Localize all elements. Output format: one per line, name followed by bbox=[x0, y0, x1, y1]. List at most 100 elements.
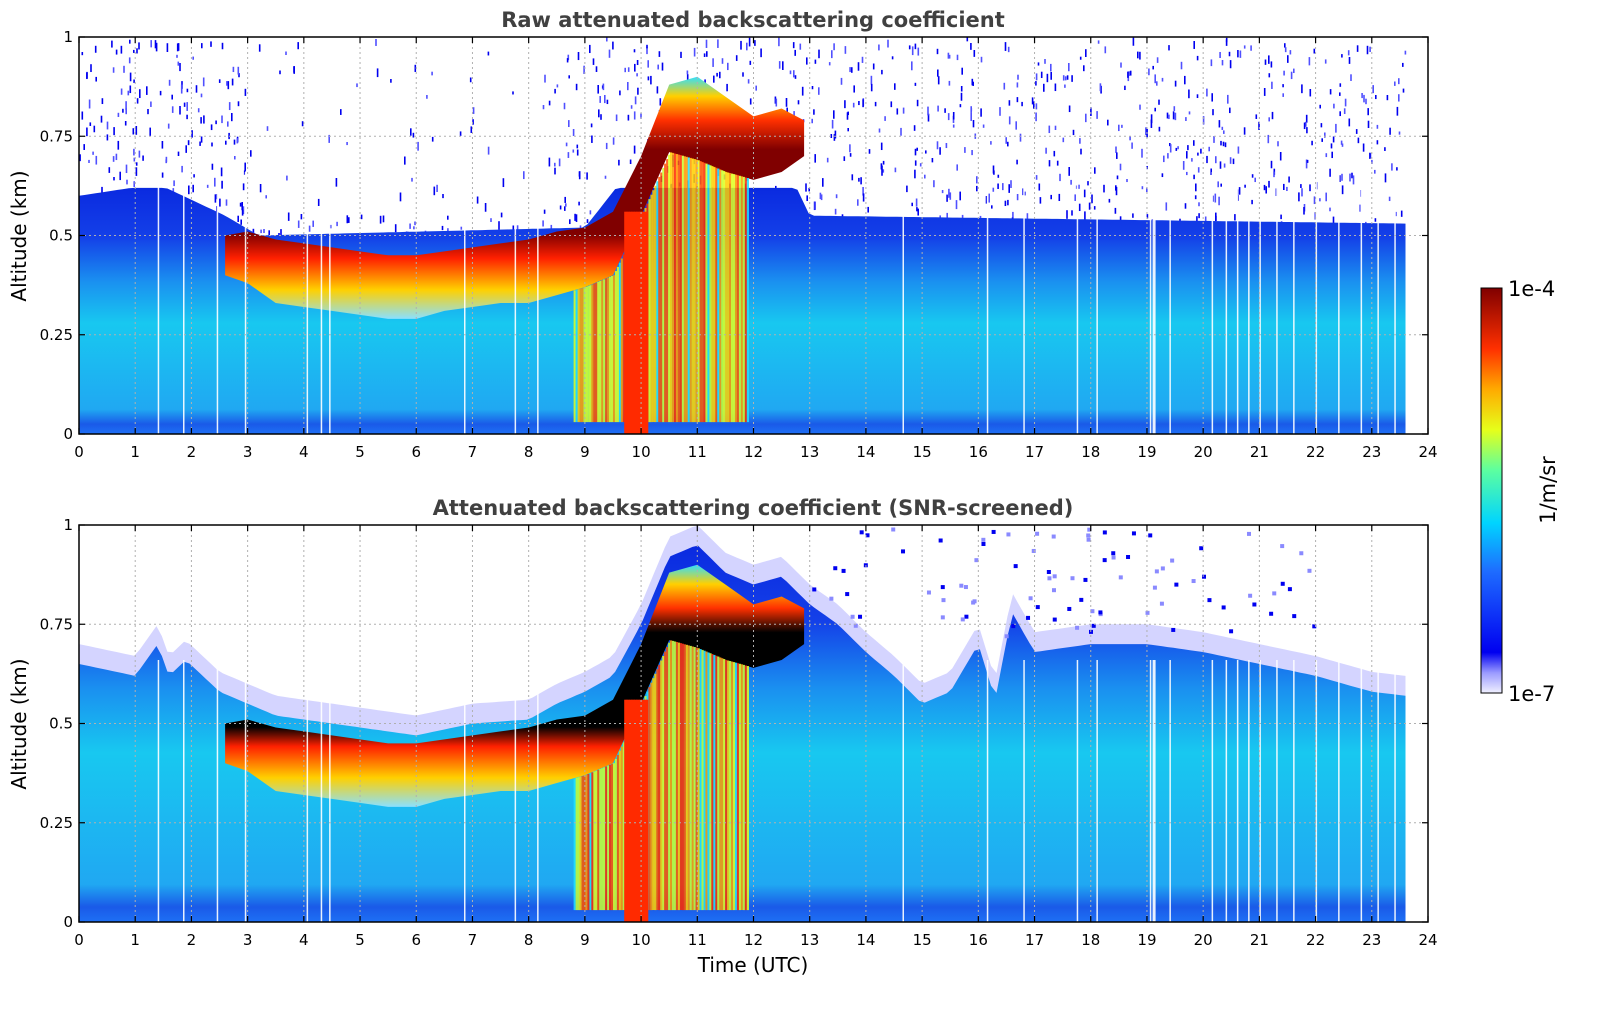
noise-speckle bbox=[487, 146, 490, 155]
noise-speckle bbox=[1365, 98, 1367, 105]
noise-speckle bbox=[1305, 121, 1307, 127]
precip-streak-core bbox=[644, 211, 647, 434]
noise-speckle bbox=[263, 229, 265, 233]
noise-speckle bbox=[554, 167, 556, 175]
noise-speckle bbox=[231, 113, 233, 122]
noise-speckle bbox=[891, 56, 894, 60]
noise-speckle bbox=[568, 120, 570, 128]
noise-speckle bbox=[1008, 100, 1011, 106]
noise-speckle bbox=[1022, 188, 1024, 196]
precip-streak bbox=[599, 769, 602, 911]
noise-speckle bbox=[187, 140, 190, 146]
noise-speckle bbox=[1206, 155, 1208, 164]
noise-speckle bbox=[1175, 147, 1178, 151]
noise-speckle bbox=[970, 112, 972, 121]
noise-speckle bbox=[1286, 186, 1288, 192]
noise-speckle bbox=[1234, 214, 1236, 221]
isolated-return bbox=[938, 538, 943, 543]
noise-speckle bbox=[1333, 103, 1335, 109]
data-gap bbox=[1225, 660, 1228, 922]
noise-speckle bbox=[749, 60, 752, 65]
noise-speckle bbox=[195, 85, 198, 93]
data-gap bbox=[514, 660, 517, 922]
noise-speckle bbox=[1091, 194, 1093, 204]
x-tick-label: 8 bbox=[524, 931, 534, 949]
noise-speckle bbox=[360, 214, 363, 220]
precip-streak bbox=[709, 165, 712, 423]
noise-speckle bbox=[852, 102, 855, 108]
precip-streak bbox=[587, 286, 590, 423]
precip-streak bbox=[735, 662, 738, 911]
data-gap bbox=[986, 172, 989, 434]
noise-speckle bbox=[927, 113, 930, 122]
x-tick-label: 17 bbox=[1025, 931, 1044, 949]
precip-streak bbox=[721, 170, 724, 423]
noise-speckle bbox=[210, 41, 212, 47]
screened-data-gaps bbox=[157, 660, 1396, 922]
noise-speckle bbox=[411, 177, 413, 182]
x-tick-label: 4 bbox=[299, 443, 309, 461]
noise-speckle bbox=[186, 114, 188, 120]
precip-streak-core bbox=[629, 699, 632, 922]
colorbar-min-label: 1e-7 bbox=[1508, 682, 1555, 706]
noise-speckle bbox=[1254, 177, 1256, 183]
noise-speckle bbox=[1168, 45, 1170, 51]
noise-speckle bbox=[1229, 60, 1232, 69]
isolated-return bbox=[940, 615, 945, 620]
precip-streak bbox=[613, 763, 616, 911]
noise-speckle bbox=[176, 43, 179, 52]
noise-speckle bbox=[1221, 60, 1224, 66]
noise-speckle bbox=[586, 172, 588, 180]
noise-speckle bbox=[1007, 141, 1009, 147]
noise-speckle bbox=[997, 174, 1000, 178]
precip-streak-core bbox=[625, 699, 629, 922]
noise-speckle bbox=[317, 198, 320, 206]
noise-speckle bbox=[1258, 121, 1260, 130]
precip-streak-core bbox=[646, 211, 649, 434]
noise-speckle bbox=[949, 192, 952, 200]
precip-streak bbox=[581, 288, 584, 423]
precip-streak bbox=[703, 650, 706, 911]
noise-speckle bbox=[221, 115, 223, 124]
x-tick-label: 3 bbox=[243, 443, 253, 461]
noise-speckle bbox=[1284, 43, 1286, 48]
x-tick-label: 5 bbox=[355, 931, 365, 949]
noise-speckle bbox=[872, 63, 875, 70]
precip-streak bbox=[595, 770, 598, 911]
noise-speckle bbox=[1251, 199, 1253, 205]
noise-speckle bbox=[113, 177, 115, 181]
noise-speckle bbox=[1152, 65, 1154, 70]
noise-speckle bbox=[308, 225, 311, 232]
noise-speckle bbox=[881, 169, 883, 176]
noise-speckle bbox=[1367, 120, 1370, 129]
precip-streak bbox=[713, 166, 716, 423]
precip-streak bbox=[691, 646, 694, 911]
precip-streak bbox=[681, 155, 684, 423]
noise-speckle bbox=[166, 43, 169, 52]
noise-speckle bbox=[713, 75, 715, 83]
precip-streak bbox=[575, 777, 578, 911]
noise-speckle bbox=[1374, 218, 1377, 222]
noise-speckle bbox=[293, 66, 295, 74]
noise-speckle bbox=[1355, 129, 1358, 134]
precip-streak-core bbox=[624, 699, 627, 922]
noise-speckle bbox=[577, 52, 580, 61]
isolated-return bbox=[1287, 587, 1292, 592]
x-tick-label: 14 bbox=[856, 443, 875, 461]
isolated-return bbox=[1011, 624, 1016, 629]
noise-speckle bbox=[214, 194, 217, 203]
noise-speckle bbox=[976, 185, 978, 192]
noise-speckle bbox=[1219, 52, 1221, 59]
noise-speckle bbox=[801, 86, 804, 96]
noise-speckle bbox=[1367, 108, 1369, 116]
precip-streak bbox=[738, 663, 742, 911]
noise-speckle bbox=[244, 162, 246, 171]
noise-speckle bbox=[834, 130, 837, 139]
noise-speckle bbox=[210, 124, 213, 131]
noise-speckle bbox=[633, 111, 636, 120]
precip-streak bbox=[723, 171, 726, 423]
noise-speckle bbox=[203, 115, 205, 124]
noise-speckle bbox=[192, 56, 194, 60]
precip-streak bbox=[695, 647, 698, 911]
noise-speckle bbox=[201, 43, 203, 49]
